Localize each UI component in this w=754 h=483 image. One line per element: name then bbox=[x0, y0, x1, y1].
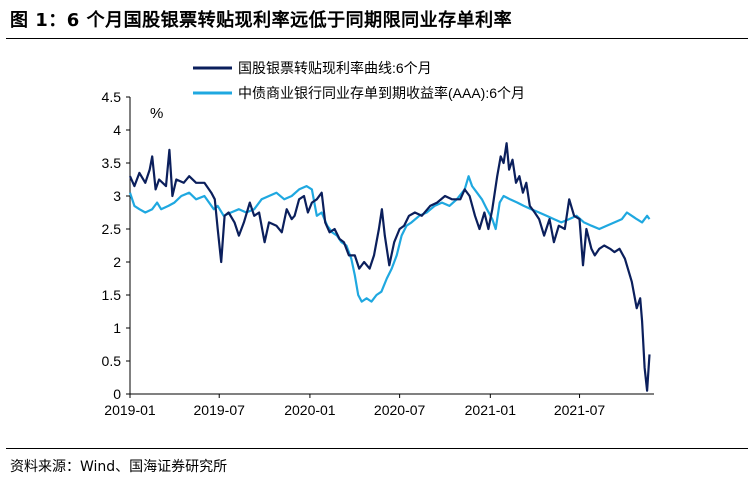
x-tick-label: 2021-01 bbox=[465, 402, 517, 418]
legend-label-2: 中债商业银行同业存单到期收益率(AAA):6个月 bbox=[238, 85, 525, 101]
legend-label-1: 国股银票转贴现利率曲线:6个月 bbox=[238, 60, 432, 76]
figure-title: 图 1：6 个月国股银票转贴现利率远低于同期限同业存单利率 bbox=[10, 10, 513, 31]
source-note: 资料来源：Wind、国海证券研究所 bbox=[10, 459, 228, 475]
line-chart: 0 0.5 1 1.5 2 2.5 3 3.5 4 4.5 2019-01 2019-07 2020-0… bbox=[102, 60, 654, 418]
y-tick-label: 2 bbox=[113, 254, 121, 270]
y-tick-label: 3 bbox=[113, 188, 121, 204]
source-rule bbox=[6, 448, 748, 449]
x-tick-label: 2020-01 bbox=[284, 402, 336, 418]
series-line-2 bbox=[128, 175, 651, 303]
y-tick-label: 1.5 bbox=[102, 287, 122, 303]
title-rule bbox=[6, 38, 748, 39]
unit-label: % bbox=[150, 105, 163, 122]
y-tick-label: 2.5 bbox=[102, 221, 122, 237]
y-tick-label: 1 bbox=[113, 320, 121, 336]
y-tick-label: 4.5 bbox=[102, 89, 122, 105]
chart-axes: 0 0.5 1 1.5 2 2.5 3 3.5 4 4.5 2019-01 2019-07 2020-0… bbox=[102, 89, 654, 418]
y-tick-label: 0 bbox=[113, 386, 121, 402]
y-tick-label: 0.5 bbox=[102, 353, 122, 369]
x-tick-label: 2020-07 bbox=[374, 402, 426, 418]
x-tick-label: 2021-07 bbox=[554, 402, 606, 418]
y-tick-label: 4 bbox=[113, 122, 121, 138]
series-layer bbox=[128, 142, 651, 392]
y-tick-label: 3.5 bbox=[102, 155, 122, 171]
x-tick-label: 2019-07 bbox=[194, 402, 246, 418]
series-line-1 bbox=[128, 142, 651, 392]
x-tick-label: 2019-01 bbox=[104, 402, 156, 418]
